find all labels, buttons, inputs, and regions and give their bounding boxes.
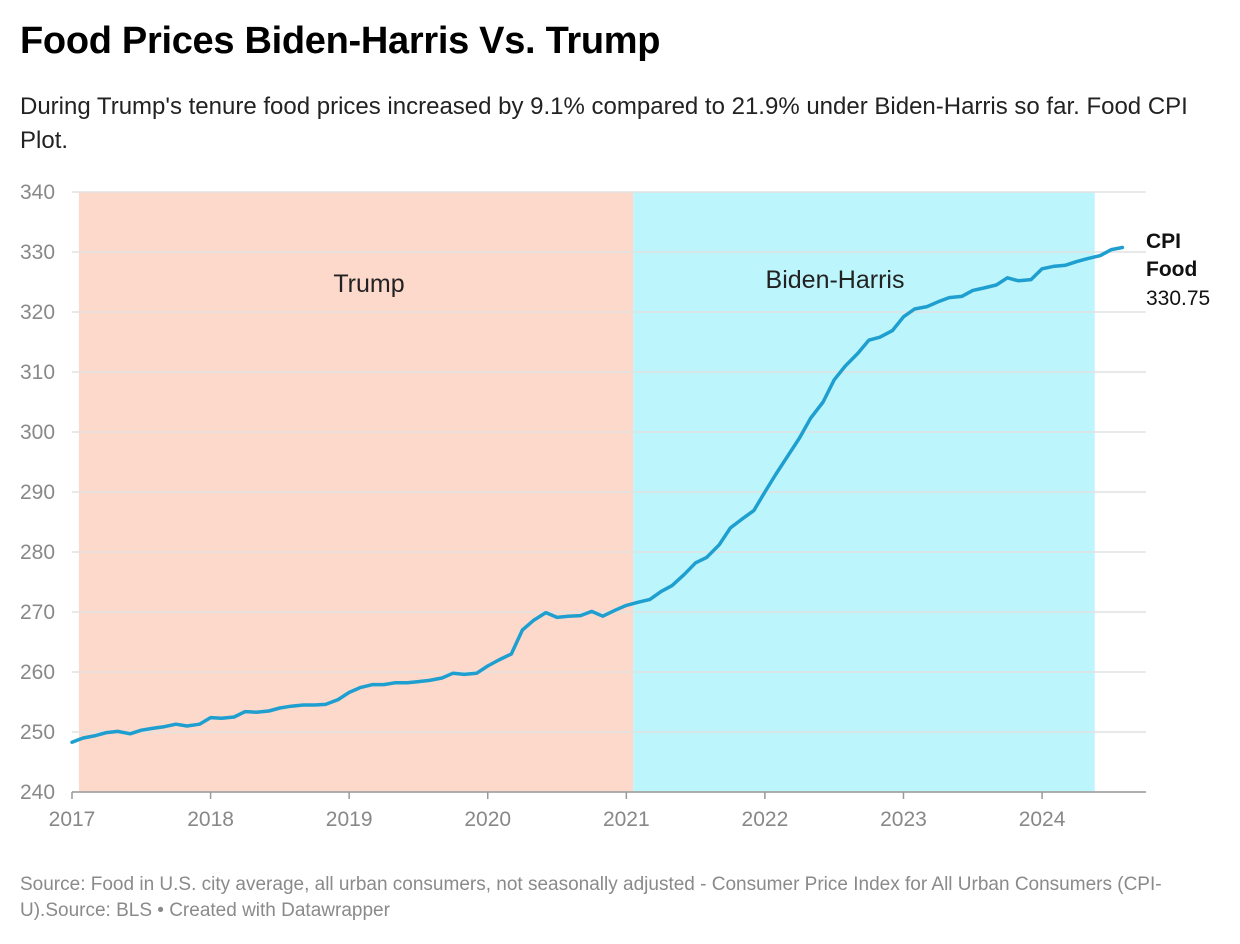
chart-subtitle: During Trump's tenure food prices increa… — [20, 93, 1188, 154]
region-label-biden-harris: Biden-Harris — [766, 266, 905, 294]
region-labels: Trump Biden-Harris — [333, 266, 904, 298]
y-tick-label-310: 310 — [20, 361, 55, 384]
series-end-label: CPI Food 330.75 — [1146, 230, 1210, 310]
x-axis-ticks: 2017 2018 2019 2020 2021 2022 2023 2024 — [49, 792, 1066, 831]
x-tick-label-2019: 2019 — [326, 808, 373, 831]
y-tick-label-270: 270 — [20, 601, 55, 624]
y-tick-label-240: 240 — [20, 781, 55, 804]
x-tick-label-2024: 2024 — [1019, 808, 1066, 831]
y-axis-ticks: 240 250 260 270 280 290 300 310 320 330 340 — [20, 181, 55, 804]
x-tick-label-2021: 2021 — [603, 808, 650, 831]
y-tick-label-300: 300 — [20, 421, 55, 444]
y-tick-label-330: 330 — [20, 241, 55, 264]
series-name-label: CPI Food — [1146, 230, 1197, 281]
y-tick-label-320: 320 — [20, 301, 55, 324]
series-line-cpi-food — [70, 245, 1125, 744]
x-tick-label-2018: 2018 — [187, 808, 234, 831]
x-tick-label-2022: 2022 — [742, 808, 789, 831]
y-tick-label-260: 260 — [20, 661, 55, 684]
y-tick-label-250: 250 — [20, 721, 55, 744]
gridlines — [72, 191, 1146, 793]
series-last-value-label: 330.75 — [1146, 287, 1210, 310]
y-tick-label-340: 340 — [20, 181, 55, 204]
chart-title: Food Prices Biden-Harris Vs. Trump — [20, 20, 661, 62]
y-tick-label-290: 290 — [20, 481, 55, 504]
x-tick-label-2023: 2023 — [880, 808, 927, 831]
x-tick-label-2017: 2017 — [49, 808, 96, 831]
source-note: Source: Food in U.S. city average, all u… — [20, 874, 1162, 921]
region-label-trump: Trump — [333, 270, 404, 298]
y-tick-label-280: 280 — [20, 541, 55, 564]
x-tick-label-2020: 2020 — [464, 808, 511, 831]
